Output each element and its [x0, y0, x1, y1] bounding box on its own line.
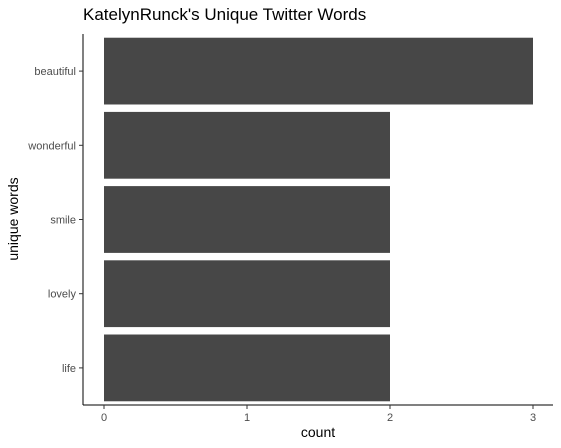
x-tick-label: 3	[530, 412, 536, 424]
x-tick-label: 2	[387, 412, 393, 424]
bar-life	[104, 334, 390, 402]
bar-lovely	[104, 260, 390, 328]
y-tick-label: smile	[50, 215, 76, 227]
bars-group	[104, 37, 533, 402]
y-ticks-group: beautiful wonderful smile lovely life	[27, 66, 83, 375]
x-axis-title: count	[301, 424, 335, 440]
chart-title: KatelynRunck's Unique Twitter Words	[83, 5, 366, 24]
y-tick-label: wonderful	[27, 140, 76, 152]
y-tick-label: beautiful	[34, 66, 76, 78]
bar-beautiful	[104, 37, 533, 105]
x-tick-label: 0	[101, 412, 107, 424]
x-tick-label: 1	[244, 412, 250, 424]
bar-wonderful	[104, 111, 390, 179]
x-ticks-group: 0 1 2 3	[101, 405, 536, 424]
y-axis-title: unique words	[5, 177, 21, 260]
y-tick-label: lovely	[48, 289, 77, 301]
bar-smile	[104, 186, 390, 253]
y-tick-label: life	[62, 363, 76, 375]
